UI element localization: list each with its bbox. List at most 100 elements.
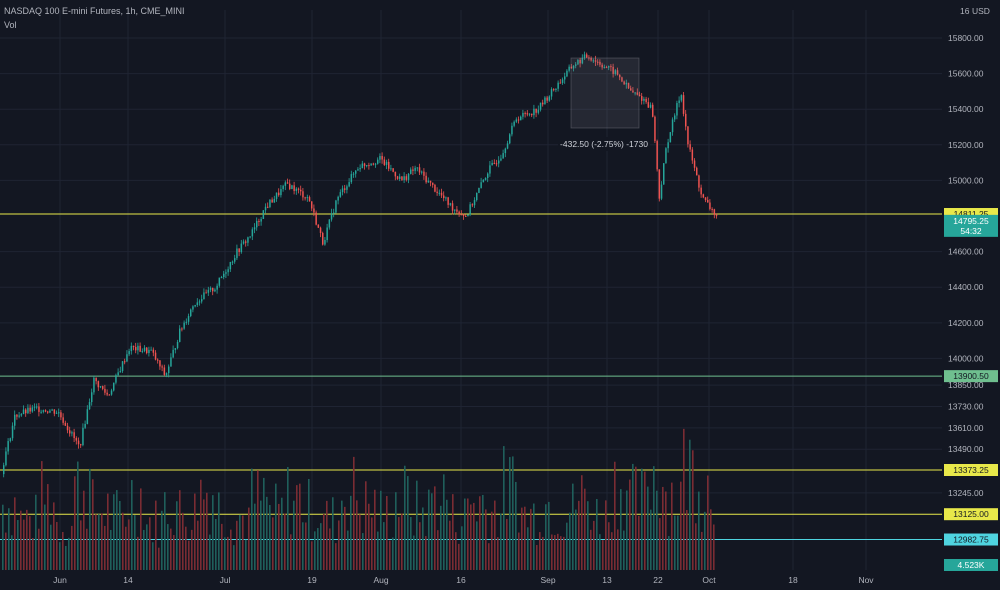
candle-body[interactable]	[524, 112, 526, 114]
candle-body[interactable]	[370, 163, 372, 166]
candle-body[interactable]	[434, 184, 436, 192]
candle-body[interactable]	[509, 134, 511, 144]
candle-body[interactable]	[396, 176, 399, 179]
candle-body[interactable]	[632, 90, 634, 93]
candle-body[interactable]	[260, 218, 262, 222]
time-axis[interactable]: Jun 14 Jul 19 Aug 16 Sep 13 22 Oct 18 Nov	[53, 575, 874, 585]
candle-body[interactable]	[403, 176, 405, 181]
candle-body[interactable]	[297, 188, 300, 190]
candle-body[interactable]	[284, 182, 287, 186]
candle-body[interactable]	[377, 159, 379, 164]
candle-body[interactable]	[359, 168, 361, 170]
candle-body[interactable]	[660, 184, 663, 199]
candle-body[interactable]	[194, 304, 196, 307]
candle-body[interactable]	[674, 115, 676, 120]
candle-body[interactable]	[330, 213, 333, 220]
candle-body[interactable]	[654, 116, 656, 142]
candle-body[interactable]	[86, 409, 89, 424]
candle-body[interactable]	[5, 451, 7, 466]
candle-body[interactable]	[500, 158, 502, 161]
candle-body[interactable]	[693, 160, 696, 168]
candle-body[interactable]	[691, 149, 694, 161]
candle-body[interactable]	[410, 169, 412, 174]
candle-body[interactable]	[528, 113, 531, 115]
candle-body[interactable]	[429, 180, 432, 183]
candle-body[interactable]	[183, 322, 185, 329]
candle-body[interactable]	[423, 171, 425, 176]
candle-body[interactable]	[66, 425, 69, 431]
candle-body[interactable]	[31, 407, 34, 412]
candle-body[interactable]	[205, 292, 207, 294]
candle-body[interactable]	[550, 89, 553, 97]
candle-body[interactable]	[537, 109, 540, 113]
candle-body[interactable]	[150, 349, 152, 351]
candle-body[interactable]	[612, 66, 614, 74]
candle-body[interactable]	[586, 54, 588, 58]
horizontal-levels[interactable]: 14811.25 13900.50 13373.25 13125.00 12982.75…	[0, 208, 998, 571]
candle-body[interactable]	[20, 414, 23, 416]
candle-body[interactable]	[3, 465, 5, 475]
candle-body[interactable]	[456, 209, 458, 212]
candle-body[interactable]	[553, 89, 555, 91]
candle-body[interactable]	[106, 392, 108, 395]
candle-body[interactable]	[425, 175, 427, 183]
candle-body[interactable]	[531, 113, 533, 116]
candle-body[interactable]	[568, 66, 570, 71]
candle-body[interactable]	[95, 377, 97, 382]
candle-body[interactable]	[495, 163, 498, 165]
candle-body[interactable]	[315, 212, 317, 225]
candle-body[interactable]	[594, 60, 597, 62]
candle-body[interactable]	[36, 406, 38, 408]
candle-body[interactable]	[99, 386, 102, 388]
candle-body[interactable]	[711, 208, 713, 210]
candle-body[interactable]	[702, 194, 705, 198]
candle-body[interactable]	[326, 227, 328, 241]
candle-body[interactable]	[170, 357, 172, 367]
candle-body[interactable]	[264, 206, 267, 211]
candle-body[interactable]	[566, 70, 568, 77]
candle-body[interactable]	[427, 180, 430, 183]
candle-body[interactable]	[328, 219, 331, 228]
candle-body[interactable]	[88, 402, 91, 410]
candle-body[interactable]	[407, 173, 410, 180]
candle-body[interactable]	[636, 92, 639, 95]
candle-body[interactable]	[372, 163, 375, 165]
candle-body[interactable]	[29, 407, 31, 412]
candle-body[interactable]	[348, 182, 350, 187]
candle-body[interactable]	[641, 96, 643, 101]
candle-body[interactable]	[344, 188, 346, 190]
candle-body[interactable]	[350, 174, 353, 183]
candle-body[interactable]	[559, 82, 562, 84]
candle-body[interactable]	[667, 142, 669, 149]
candle-body[interactable]	[308, 197, 311, 202]
candle-body[interactable]	[192, 306, 194, 310]
candle-body[interactable]	[619, 74, 621, 78]
candle-body[interactable]	[388, 161, 390, 169]
candle-body[interactable]	[394, 171, 397, 177]
candle-body[interactable]	[597, 61, 599, 63]
candle-body[interactable]	[638, 94, 641, 97]
candle-body[interactable]	[227, 269, 229, 273]
candle-body[interactable]	[251, 229, 254, 237]
candle-body[interactable]	[713, 209, 716, 215]
candle-body[interactable]	[548, 96, 551, 101]
candle-body[interactable]	[7, 441, 9, 452]
candle-body[interactable]	[682, 95, 685, 114]
candle-body[interactable]	[286, 182, 289, 184]
candle-body[interactable]	[225, 272, 227, 274]
candle-body[interactable]	[190, 309, 192, 317]
candle-body[interactable]	[119, 371, 122, 373]
candle-body[interactable]	[124, 361, 126, 363]
candle-body[interactable]	[383, 159, 386, 165]
candle-body[interactable]	[229, 261, 232, 270]
candle-body[interactable]	[680, 95, 683, 101]
candle-body[interactable]	[234, 258, 236, 262]
candle-body[interactable]	[55, 412, 58, 414]
candle-body[interactable]	[465, 215, 467, 217]
candle-body[interactable]	[64, 422, 67, 426]
candle-body[interactable]	[493, 162, 496, 164]
candle-body[interactable]	[207, 289, 210, 293]
candle-body[interactable]	[11, 425, 14, 439]
measure-box[interactable]: -432.50 (-2.75%) -1730	[558, 57, 650, 151]
candle-body[interactable]	[460, 214, 463, 216]
